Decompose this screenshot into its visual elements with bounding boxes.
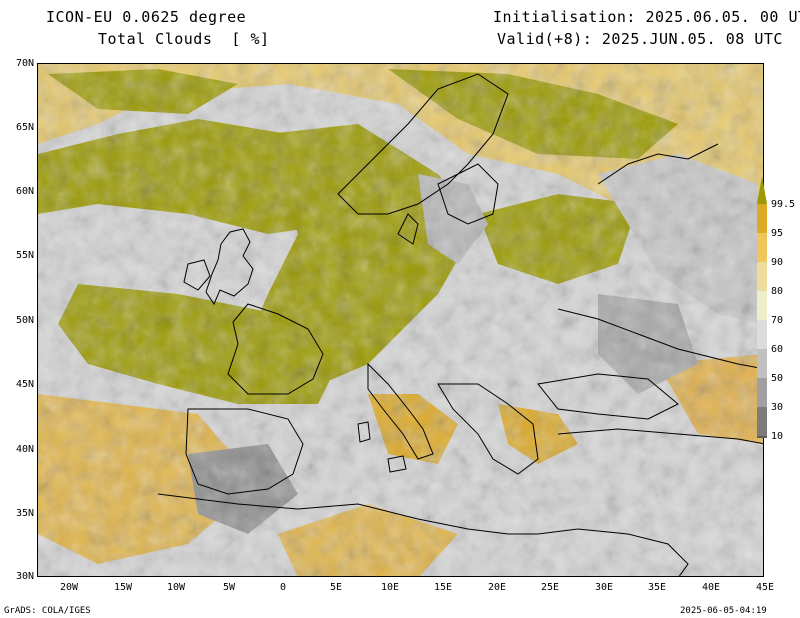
valid-time: Valid(+8): 2025.JUN.05. 08 UTC (497, 30, 783, 48)
lat-label: 65N (15, 122, 34, 133)
lon-label: 45E (755, 582, 775, 593)
lat-label: 40N (15, 444, 34, 455)
colorbar-top-triangle (757, 176, 767, 204)
colorbar-label: 60 (771, 344, 784, 355)
lon-label: 15E (433, 582, 453, 593)
colorbar (757, 176, 767, 438)
colorbar-swatch (757, 349, 767, 378)
lon-label: 20E (487, 582, 507, 593)
lon-label: 30E (594, 582, 614, 593)
coastlines (157, 73, 763, 576)
colorbar-label: 95 (771, 228, 784, 239)
lon-label: 15W (113, 582, 133, 593)
colorbar-swatch (757, 233, 767, 262)
field-title: Total Clouds [ %] (98, 30, 270, 48)
colorbar-label: 80 (771, 286, 784, 297)
grads-credit: GrADS: COLA/IGES (4, 606, 91, 616)
lon-label: 40E (701, 582, 721, 593)
lon-label: 0 (279, 582, 287, 593)
colorbar-label: 50 (771, 373, 784, 384)
cloud-texture (38, 64, 763, 576)
lat-label: 55N (15, 250, 34, 261)
lon-label: 5W (222, 582, 236, 593)
colorbar-label: 70 (771, 315, 784, 326)
colorbar-swatch (757, 378, 767, 407)
lat-label: 35N (15, 508, 34, 519)
init-time: Initialisation: 2025.06.05. 00 UTC (493, 8, 800, 26)
lon-label: 10W (166, 582, 186, 593)
lon-label: 5E (329, 582, 343, 593)
colorbar-label: 30 (771, 402, 784, 413)
colorbar-swatch (757, 291, 767, 320)
colorbar-label: 90 (771, 257, 784, 268)
lat-label: 45N (15, 379, 34, 390)
render-timestamp: 2025-06-05-04:19 (680, 606, 767, 616)
lat-label: 30N (15, 571, 34, 582)
lon-label: 35E (647, 582, 667, 593)
colorbar-swatch (757, 320, 767, 349)
colorbar-label: 99.5 (771, 199, 796, 210)
model-title: ICON-EU 0.0625 degree (46, 8, 247, 26)
colorbar-swatch (757, 407, 767, 436)
lat-label: 50N (15, 315, 34, 326)
lat-label: 70N (15, 58, 34, 69)
colorbar-swatch (757, 204, 767, 233)
lon-label: 20W (59, 582, 79, 593)
colorbar-label: 10 (771, 431, 784, 442)
map-canvas (38, 64, 763, 576)
colorbar-swatch (757, 436, 767, 438)
lon-label: 10E (380, 582, 400, 593)
lon-label: 25E (540, 582, 560, 593)
lat-label: 60N (15, 186, 34, 197)
colorbar-swatch (757, 262, 767, 291)
cloud-cover-map[interactable] (37, 63, 764, 577)
